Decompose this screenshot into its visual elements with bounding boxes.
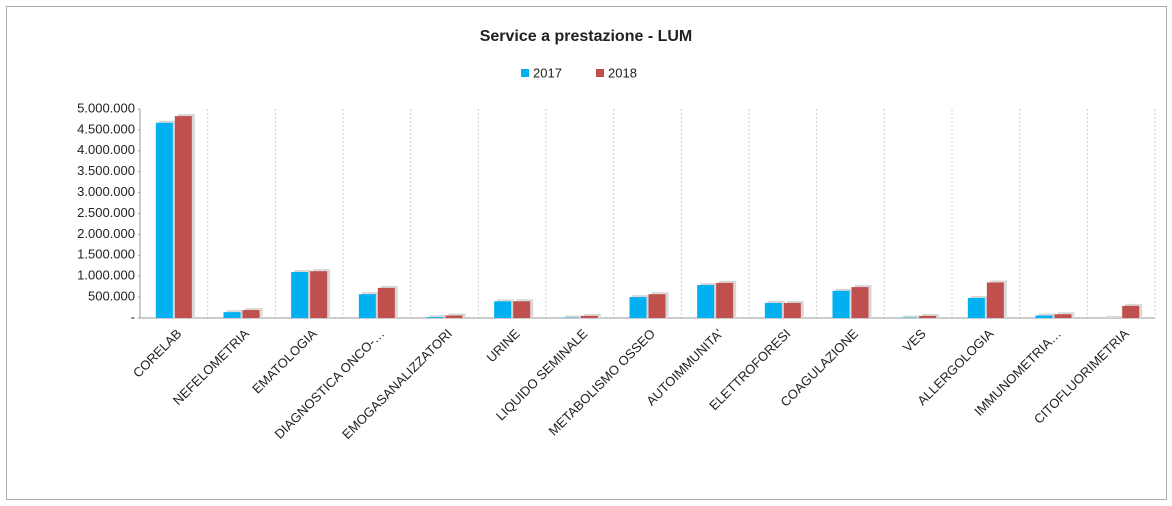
y-tick-label: 1.500.000 xyxy=(77,247,135,262)
bar xyxy=(174,116,192,318)
y-tick-label: 3.500.000 xyxy=(77,163,135,178)
bar xyxy=(580,315,598,318)
legend-label: 2017 xyxy=(533,65,562,80)
bar-shadow xyxy=(429,315,447,318)
bar xyxy=(919,315,937,318)
bar xyxy=(223,312,241,318)
bar xyxy=(967,297,985,318)
bar xyxy=(783,302,801,318)
bar xyxy=(832,290,850,318)
y-tick-label: 4.000.000 xyxy=(77,142,135,157)
y-tick-label: 3.000.000 xyxy=(77,184,135,199)
bar xyxy=(851,287,869,318)
bar-shadow xyxy=(1106,316,1124,318)
bar xyxy=(1054,314,1072,318)
bar xyxy=(986,282,1004,318)
legend-swatch xyxy=(521,69,529,77)
bar-shadow xyxy=(903,315,921,318)
bar xyxy=(291,272,309,318)
bar xyxy=(155,122,173,318)
bar xyxy=(1035,315,1053,318)
bar xyxy=(310,271,328,318)
bar xyxy=(648,294,666,318)
bar xyxy=(445,315,463,318)
legend-swatch xyxy=(596,69,604,77)
bar xyxy=(697,284,715,318)
legend-label: 2018 xyxy=(608,65,637,80)
chart-border xyxy=(6,6,1167,500)
chart-title: Service a prestazione - LUM xyxy=(480,28,693,45)
bar xyxy=(426,317,444,318)
bar xyxy=(513,301,531,318)
y-tick-label: 4.500.000 xyxy=(77,121,135,136)
bar xyxy=(242,310,260,318)
bar xyxy=(629,297,647,318)
bar xyxy=(716,282,734,318)
bar xyxy=(377,287,395,318)
y-tick-label: 2.000.000 xyxy=(77,226,135,241)
bar xyxy=(358,294,376,318)
bar-shadow xyxy=(564,315,582,318)
y-tick-label: 500.000 xyxy=(88,289,135,304)
y-tick-label: - xyxy=(131,309,135,324)
y-tick-label: 2.500.000 xyxy=(77,205,135,220)
bar xyxy=(494,301,512,318)
bar xyxy=(1122,305,1140,318)
bar xyxy=(764,302,782,318)
y-tick-label: 5.000.000 xyxy=(77,100,135,115)
y-tick-label: 1.000.000 xyxy=(77,268,135,283)
